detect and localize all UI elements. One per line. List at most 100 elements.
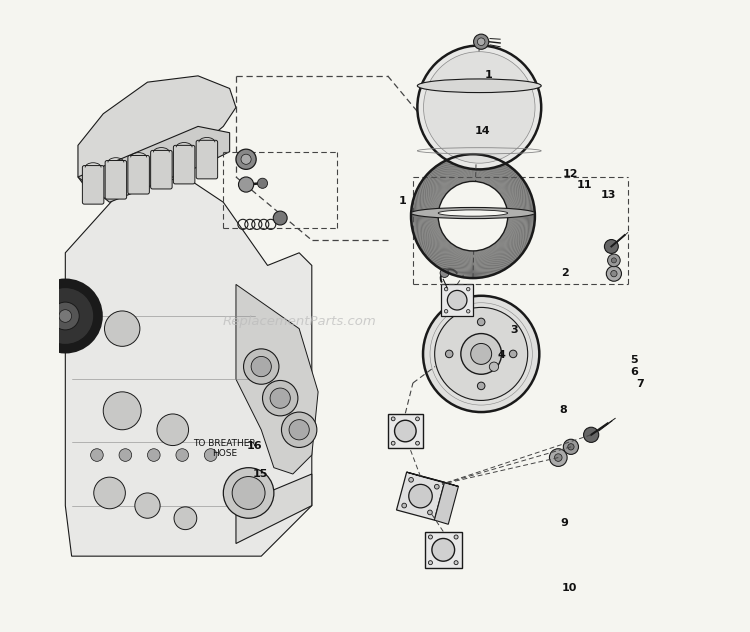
Polygon shape — [415, 195, 440, 205]
Polygon shape — [485, 159, 496, 184]
Polygon shape — [423, 236, 445, 253]
Polygon shape — [479, 250, 484, 277]
Polygon shape — [503, 234, 526, 249]
Polygon shape — [508, 219, 535, 222]
Polygon shape — [494, 244, 510, 266]
Polygon shape — [506, 196, 532, 205]
Polygon shape — [411, 220, 439, 224]
Polygon shape — [501, 179, 524, 196]
Polygon shape — [78, 126, 230, 202]
Polygon shape — [450, 159, 460, 184]
Polygon shape — [419, 233, 443, 248]
Polygon shape — [440, 164, 454, 187]
Polygon shape — [506, 225, 532, 233]
Polygon shape — [502, 234, 526, 250]
Polygon shape — [452, 249, 462, 275]
Polygon shape — [508, 212, 535, 214]
Polygon shape — [484, 158, 495, 184]
Polygon shape — [448, 159, 460, 184]
Polygon shape — [507, 207, 534, 211]
Polygon shape — [411, 210, 438, 214]
Polygon shape — [436, 244, 453, 267]
Polygon shape — [454, 157, 464, 183]
Polygon shape — [448, 159, 460, 185]
Circle shape — [52, 302, 80, 330]
Polygon shape — [454, 157, 463, 183]
Text: 8: 8 — [560, 404, 567, 415]
Polygon shape — [489, 161, 502, 185]
Polygon shape — [506, 195, 532, 205]
Polygon shape — [418, 187, 442, 200]
Polygon shape — [434, 167, 451, 189]
Polygon shape — [462, 250, 467, 277]
Text: 1: 1 — [398, 196, 406, 206]
Polygon shape — [494, 166, 510, 188]
Polygon shape — [425, 176, 447, 194]
Circle shape — [59, 310, 72, 322]
Circle shape — [604, 240, 618, 253]
Polygon shape — [480, 155, 487, 182]
Circle shape — [244, 349, 279, 384]
Polygon shape — [495, 169, 514, 190]
Circle shape — [236, 149, 256, 169]
Polygon shape — [476, 251, 478, 278]
Circle shape — [289, 420, 309, 440]
Polygon shape — [453, 157, 462, 183]
Polygon shape — [476, 251, 481, 277]
Polygon shape — [482, 250, 490, 276]
Polygon shape — [497, 240, 517, 260]
Polygon shape — [460, 155, 466, 182]
Polygon shape — [480, 250, 487, 277]
Polygon shape — [420, 234, 443, 249]
Polygon shape — [461, 250, 467, 277]
Polygon shape — [502, 235, 525, 251]
Polygon shape — [416, 229, 441, 241]
Polygon shape — [493, 244, 509, 267]
Polygon shape — [433, 243, 451, 264]
Polygon shape — [416, 229, 441, 240]
Polygon shape — [475, 251, 477, 278]
Polygon shape — [412, 222, 439, 227]
Polygon shape — [507, 222, 534, 227]
Polygon shape — [489, 247, 502, 271]
Circle shape — [273, 211, 287, 225]
Circle shape — [409, 477, 413, 482]
Polygon shape — [503, 233, 527, 247]
Polygon shape — [416, 192, 441, 203]
Ellipse shape — [417, 79, 542, 92]
Polygon shape — [484, 157, 493, 183]
Polygon shape — [424, 177, 446, 195]
Polygon shape — [503, 185, 526, 198]
Polygon shape — [437, 165, 454, 188]
Polygon shape — [501, 236, 524, 253]
Polygon shape — [473, 251, 475, 278]
Circle shape — [550, 449, 567, 466]
Ellipse shape — [411, 207, 535, 219]
Polygon shape — [474, 251, 476, 278]
Polygon shape — [418, 232, 442, 245]
Circle shape — [37, 288, 94, 344]
Polygon shape — [422, 236, 445, 252]
FancyBboxPatch shape — [196, 140, 217, 179]
Polygon shape — [508, 209, 535, 212]
Polygon shape — [459, 250, 466, 277]
Circle shape — [428, 561, 433, 564]
Polygon shape — [506, 200, 533, 208]
Polygon shape — [458, 250, 465, 276]
Circle shape — [471, 343, 492, 365]
Polygon shape — [427, 240, 448, 259]
Polygon shape — [448, 248, 460, 273]
Polygon shape — [441, 162, 455, 186]
Polygon shape — [411, 217, 438, 219]
Circle shape — [417, 46, 542, 169]
Polygon shape — [501, 236, 523, 253]
Polygon shape — [508, 213, 535, 215]
Circle shape — [444, 288, 448, 291]
Polygon shape — [453, 249, 462, 275]
Polygon shape — [466, 251, 470, 278]
Polygon shape — [476, 154, 478, 181]
Polygon shape — [413, 200, 440, 208]
Polygon shape — [454, 250, 464, 276]
Text: 6: 6 — [630, 367, 638, 377]
Polygon shape — [508, 210, 535, 213]
